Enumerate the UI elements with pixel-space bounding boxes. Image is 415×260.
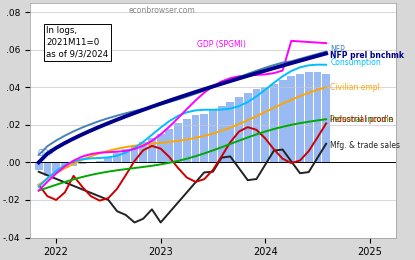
Bar — [244, 93, 251, 162]
Bar — [313, 72, 321, 162]
Bar — [113, 153, 121, 162]
Text: GDP (SPGMI): GDP (SPGMI) — [197, 40, 246, 49]
Bar — [209, 110, 217, 162]
Text: NFP: NFP — [330, 45, 345, 54]
Bar — [44, 162, 51, 176]
Bar — [192, 115, 199, 162]
Text: Personal income: Personal income — [330, 115, 393, 124]
Bar — [148, 138, 156, 162]
Bar — [105, 157, 112, 162]
Bar — [278, 80, 286, 162]
Bar — [131, 146, 139, 162]
Text: GDP: GDP — [37, 148, 54, 158]
Text: Civilian empl.: Civilian empl. — [330, 83, 383, 92]
Text: econbrowser.com: econbrowser.com — [128, 6, 195, 15]
Bar — [35, 162, 43, 170]
Bar — [52, 162, 60, 172]
Bar — [322, 74, 330, 162]
Bar — [253, 89, 260, 162]
Bar — [61, 162, 69, 168]
Bar — [157, 134, 165, 162]
Text: In logs,
2021M11=0
as of 9/3/2024: In logs, 2021M11=0 as of 9/3/2024 — [46, 26, 109, 59]
Bar — [139, 142, 147, 162]
Bar — [78, 162, 86, 164]
Bar — [270, 83, 278, 162]
Bar — [200, 114, 208, 162]
Bar — [70, 162, 78, 166]
Bar — [227, 102, 234, 162]
Bar — [166, 129, 173, 162]
Bar — [305, 72, 312, 162]
Bar — [174, 123, 182, 162]
Bar — [261, 87, 269, 162]
Bar — [96, 160, 104, 162]
Text: Mfg. & trade sales: Mfg. & trade sales — [330, 141, 400, 150]
Text: Consumption: Consumption — [330, 58, 381, 67]
Bar — [287, 76, 295, 162]
Bar — [235, 97, 243, 162]
Bar — [296, 74, 304, 162]
Text: Industrial prod'n: Industrial prod'n — [330, 115, 394, 124]
Bar — [183, 119, 191, 162]
Bar — [218, 106, 225, 162]
Text: NFP prel bnchmk: NFP prel bnchmk — [330, 51, 404, 60]
Bar — [122, 149, 130, 162]
